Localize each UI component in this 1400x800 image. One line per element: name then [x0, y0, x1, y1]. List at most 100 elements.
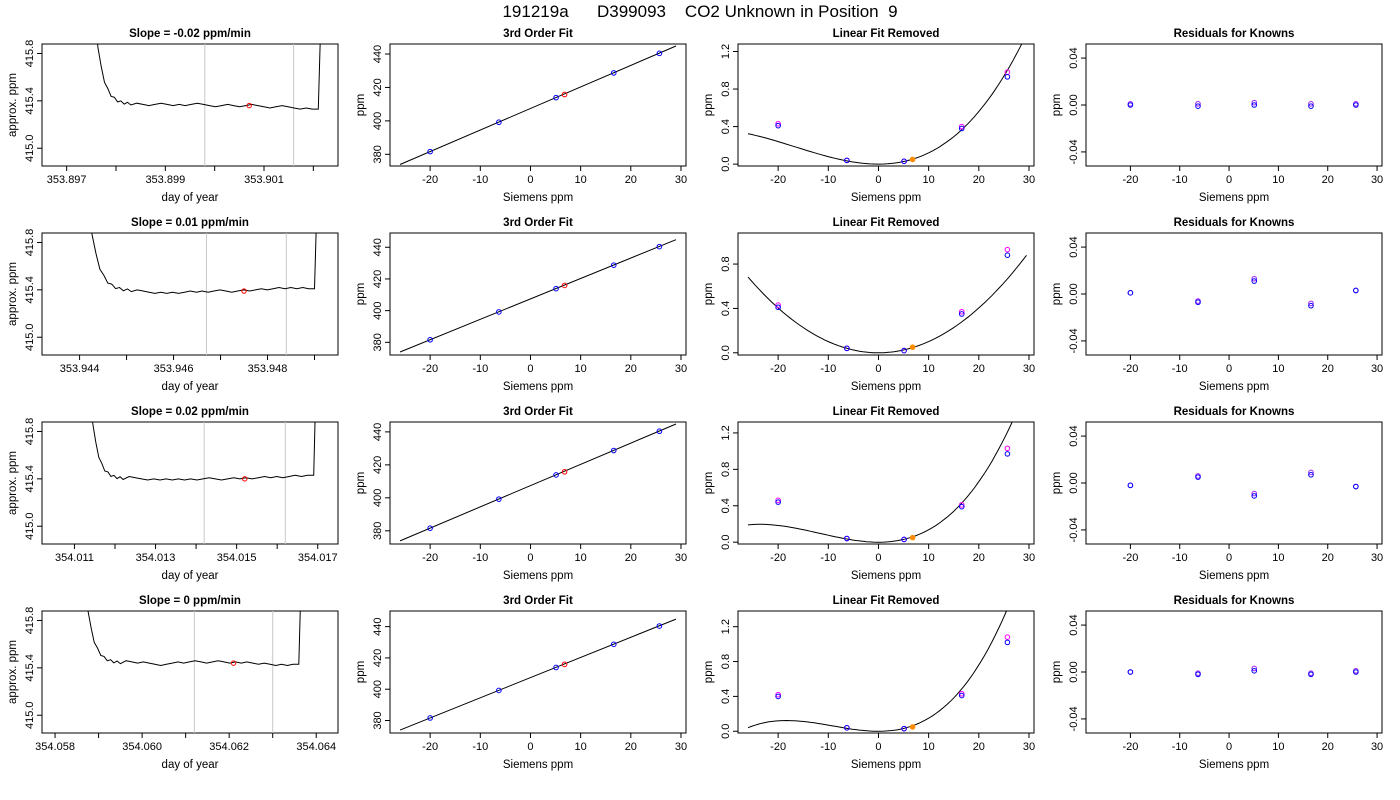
known-standard-point — [775, 499, 781, 505]
quadratic-curve — [747, 422, 1013, 543]
known-standard-point — [496, 309, 502, 315]
unknown-point — [909, 344, 916, 351]
residual-point-b — [1251, 490, 1258, 497]
x-tick-label: -10 — [1172, 363, 1188, 375]
residual-point-a — [1308, 103, 1314, 109]
residual-point-a — [1308, 671, 1314, 678]
known-standard-point — [427, 336, 433, 343]
y-tick-label: 0.8 — [720, 256, 732, 271]
residual-point-a — [1251, 278, 1258, 284]
residual-point-a — [1353, 483, 1359, 490]
known-standard-point — [427, 148, 433, 155]
plot-frame — [389, 43, 687, 167]
x-axis-label: Siemens ppm — [1199, 570, 1269, 582]
residual-point-b — [1251, 275, 1258, 282]
panel-title: Slope = 0 ppm/min — [139, 595, 241, 607]
known-standard-point — [610, 70, 617, 76]
x-tick-label: 0 — [875, 741, 881, 753]
x-tick-label: 30 — [1371, 174, 1383, 186]
x-tick-label: 30 — [1371, 552, 1383, 564]
quadratic-curve — [747, 611, 1007, 732]
x-tick-label: 10 — [1272, 174, 1284, 186]
panel-title: Linear Fit Removed — [833, 406, 940, 418]
y-tick-label: 380 — [372, 333, 384, 351]
known-standard-point — [610, 641, 617, 648]
x-tick-label: 30 — [1023, 363, 1035, 375]
x-tick-label: 30 — [1023, 741, 1035, 753]
known-standard-point — [496, 119, 502, 126]
x-tick-label: 0 — [527, 363, 533, 375]
residual-point-a — [1353, 102, 1359, 108]
concentration-trace — [92, 422, 316, 481]
y-tick-label: -0.04 — [1068, 517, 1080, 542]
x-tick-label: -20 — [422, 552, 438, 564]
y-tick-label: 0.0 — [720, 156, 732, 171]
panel-residuals-row-3: Residuals for Knowns -20 -10 0 10 20 30 -0.04 0.… — [1051, 406, 1383, 582]
x-tick-label: 20 — [1322, 741, 1334, 753]
x-tick-label: -20 — [1122, 552, 1138, 564]
residual-point-b — [1308, 101, 1314, 107]
fit-line — [399, 45, 677, 165]
x-tick-label: 10 — [1272, 552, 1284, 564]
plot-frame — [389, 610, 687, 734]
known-fitted-point — [1004, 634, 1011, 640]
residual-point-b — [1308, 300, 1314, 307]
y-tick-label: 415.0 — [24, 701, 36, 729]
known-fitted-point — [1004, 445, 1011, 452]
x-axis-label: Siemens ppm — [503, 759, 573, 771]
x-tick-label: 10 — [923, 741, 935, 753]
y-tick-label: 0.04 — [1068, 425, 1080, 446]
residual-point-a — [1195, 474, 1201, 480]
plot-data — [87, 611, 301, 733]
y-tick-label: 415.8 — [24, 418, 36, 446]
x-axis-label: day of year — [162, 192, 219, 204]
x-tick-label: 30 — [675, 174, 687, 186]
unknown-point — [909, 724, 916, 730]
x-axis-label: Siemens ppm — [851, 759, 921, 771]
x-tick-label: 10 — [575, 552, 587, 564]
y-tick-label: 440 — [372, 423, 384, 441]
y-tick-label: 380 — [372, 145, 384, 163]
x-tick-label: -20 — [422, 174, 438, 186]
y-axis-label: approx. ppm — [7, 640, 19, 704]
y-axis-label: ppm — [1051, 472, 1063, 494]
plot-data — [399, 45, 677, 165]
unknown-point — [561, 91, 568, 98]
unknown-average-point — [246, 102, 252, 109]
x-tick-label: 0 — [1226, 552, 1232, 564]
known-standard-point — [901, 725, 907, 732]
tank-id: D399093 — [597, 2, 667, 21]
x-tick-label: -10 — [472, 741, 488, 753]
y-tick-label: 0.00 — [1068, 94, 1080, 115]
x-tick-label: 10 — [923, 174, 935, 186]
unknown-point — [561, 282, 568, 289]
plot-frame — [1085, 610, 1383, 734]
known-standard-point — [656, 50, 663, 57]
plot-frame — [41, 421, 339, 545]
known-standard-point — [553, 472, 559, 478]
y-axis-label: ppm — [703, 94, 715, 116]
x-tick-label: 20 — [1322, 174, 1334, 186]
residual-point-b — [1308, 469, 1314, 476]
x-axis-label: Siemens ppm — [503, 381, 573, 393]
x-tick-label: 0 — [875, 363, 881, 375]
x-axis-label: Siemens ppm — [851, 570, 921, 582]
y-tick-label: 415.4 — [24, 276, 36, 304]
y-tick-label: 415.8 — [24, 607, 36, 635]
x-tick-label: 354.062 — [209, 741, 249, 753]
x-tick-label: -20 — [1122, 741, 1138, 753]
unknown-point — [561, 661, 568, 668]
x-tick-label: 354.060 — [122, 741, 162, 753]
y-tick-label: 0.8 — [720, 462, 732, 477]
y-tick-label: 0.8 — [720, 654, 732, 669]
unknown-average-point — [230, 660, 237, 666]
residual-point-a — [1308, 471, 1314, 478]
unknown-point — [909, 156, 916, 163]
known-standard-point — [844, 535, 850, 542]
y-axis-label: ppm — [1051, 94, 1063, 116]
residual-point-a — [1251, 668, 1258, 674]
y-axis-label: approx. ppm — [7, 73, 19, 137]
x-tick-label: 20 — [625, 363, 637, 375]
panel-time-series-row-2: Slope = 0.01 ppm/min 353.944 353.946 353.94… — [7, 217, 339, 393]
x-tick-label: -10 — [472, 174, 488, 186]
